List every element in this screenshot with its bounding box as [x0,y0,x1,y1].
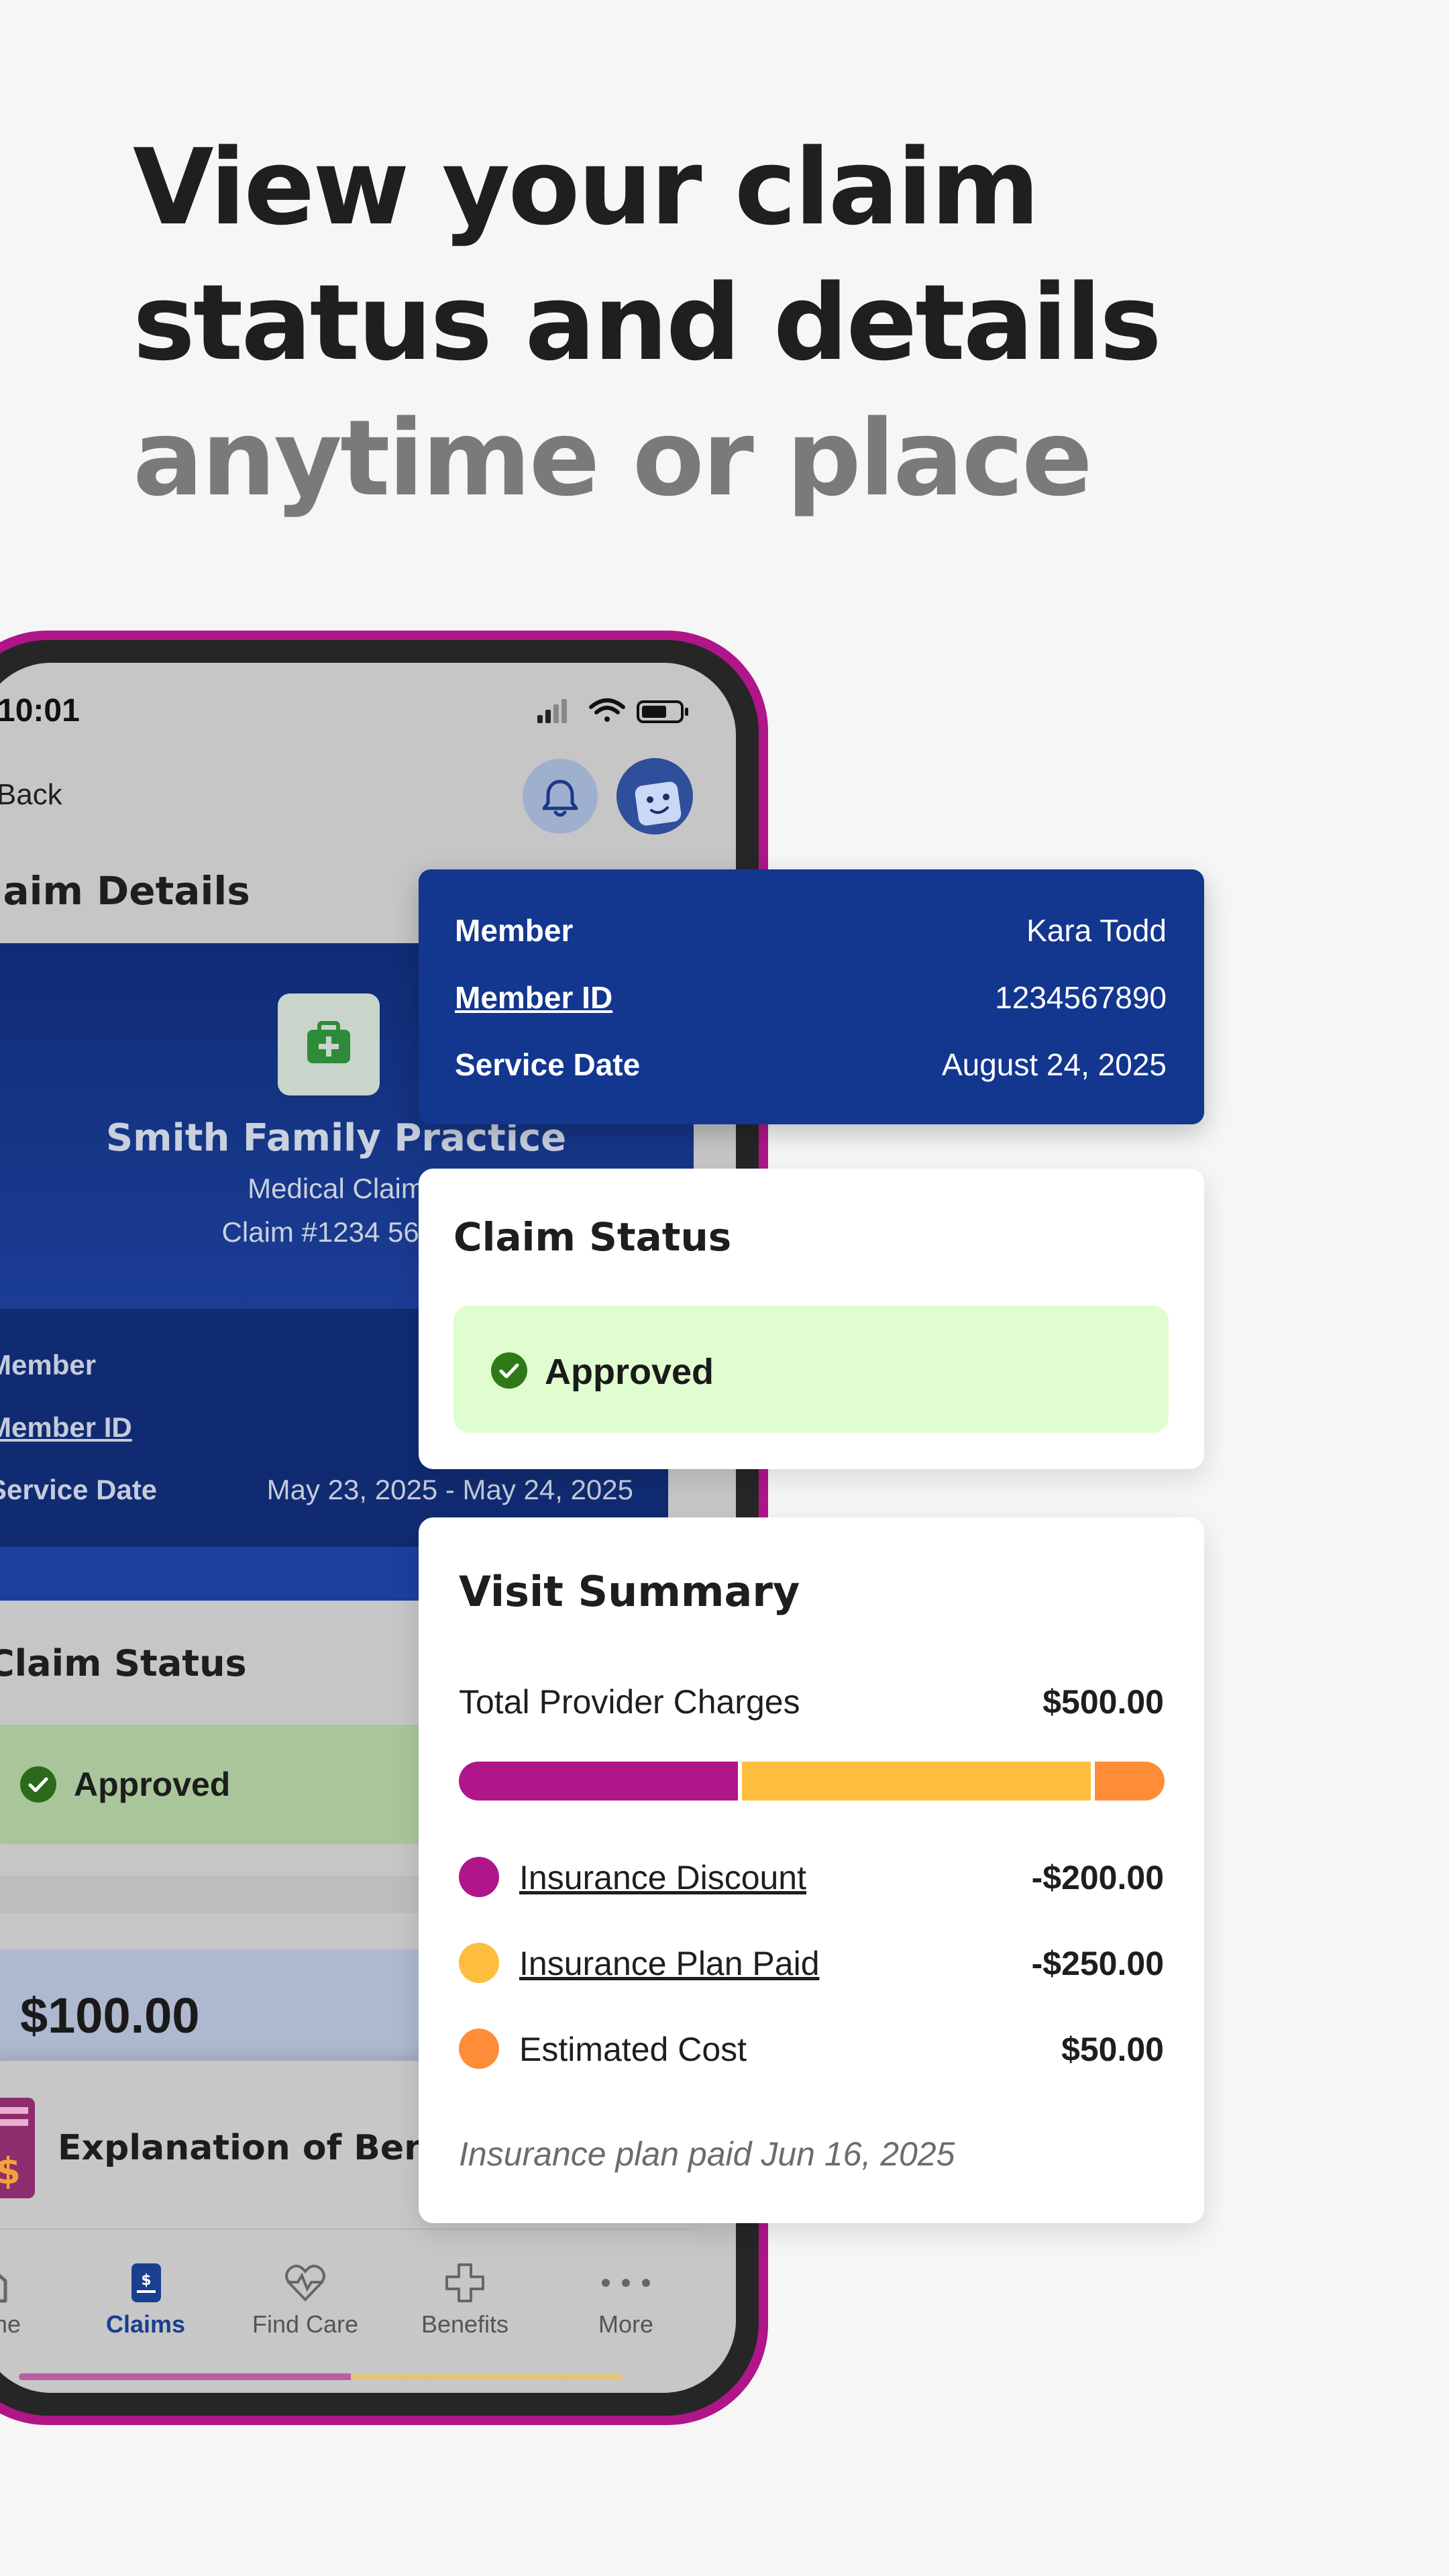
wifi-icon [589,698,625,722]
member-label: Member [0,1349,97,1381]
tab-benefits[interactable]: Benefits [398,2258,532,2339]
claim-status-text: Approved [74,1766,231,1803]
notifications-button[interactable] [523,759,598,834]
claim-status-text: Approved [545,1352,714,1392]
member-id-value: 1234567890 [995,980,1167,1015]
robot-face-icon [635,782,682,826]
member-id-link[interactable]: Member ID [0,1411,132,1443]
claims-icon: $ [131,2263,161,2302]
estimated-cost-value: $50.00 [1061,2031,1164,2068]
legend-dot [459,1857,499,1897]
breakdown-item-estimated-cost: Estimated Cost $50.00 [459,2027,1164,2070]
more-icon [602,2279,650,2287]
plan-paid-value: -$250.00 [1031,1945,1164,1982]
visit-summary-title: Visit Summary [459,1567,800,1616]
plan-paid-link[interactable]: Insurance Plan Paid [519,1945,820,1982]
service-date-value: May 23, 2025 - May 24, 2025 [266,1474,633,1505]
document-dollar-icon: $ [0,2098,35,2198]
home-indicator [19,2373,623,2380]
bar-gap [738,1762,742,1801]
home-icon [0,2273,7,2303]
total-charges-label: Total Provider Charges [459,1683,800,1721]
tab-label: Claims [105,2310,186,2338]
claim-status-card: Claim Status Approved [419,1169,1204,1469]
tab-label: More [598,2310,654,2338]
bar-segment [459,1762,738,1801]
status-bar-time: 10:01 [0,693,80,729]
member-row: Member Kara Todd [455,912,1167,950]
member-id-link[interactable]: Member ID [455,980,613,1015]
status-bar-icons [537,698,688,723]
claim-status-title: Claim Status [453,1214,732,1260]
claim-number: Claim #1234 5678 [221,1216,451,1248]
svg-text:$: $ [141,2272,151,2289]
tab-label: Find Care [252,2310,359,2338]
estimated-cost-label: Estimated Cost [519,2031,747,2068]
avatar[interactable] [616,758,693,835]
breakdown-item-insurance-discount: Insurance Discount -$200.00 [459,1856,1164,1898]
legend-dot [459,2029,499,2069]
tab-label: Benefits [421,2310,509,2338]
back-button[interactable]: ‹ Back [0,778,62,811]
bar-segment [1095,1762,1165,1801]
member-label: Member [455,913,574,948]
service-date-label: Service Date [0,1474,158,1505]
tab-find-care[interactable]: Find Care [238,2258,372,2339]
cost-breakdown-bar [459,1762,1165,1801]
claim-status-title: Claim Status [0,1642,247,1684]
headline-line-2: status and details [133,262,1162,384]
visit-summary-card: Visit Summary Total Provider Charges $50… [419,1517,1204,2223]
check-circle-icon [20,1766,56,1803]
plan-paid-footnote: Insurance plan paid Jun 16, 2025 [459,2135,955,2173]
svg-text:$: $ [0,2150,21,2192]
plus-icon [445,2263,484,2302]
headline: View your claim status and details anyti… [133,119,1162,526]
claim-status-badge: Approved [453,1305,1169,1433]
bottom-tab-bar: Home $ Claims Find Care [0,2229,694,2391]
legend-dot [459,1943,499,1983]
tab-more[interactable]: More [559,2258,693,2339]
tab-label: Home [0,2310,21,2338]
bell-icon [542,780,578,817]
claim-type: Medical Claim [248,1173,425,1204]
provider-icon [278,994,380,1095]
service-date-row: Service Date August 24, 2025 [455,1046,1167,1084]
signal-icon [537,699,567,723]
member-value: Kara Todd [1026,913,1167,948]
tab-home[interactable]: Home [0,2258,56,2339]
member-card: Member Kara Todd Member ID 1234567890 Se… [419,869,1204,1124]
breakdown-item-plan-paid: Insurance Plan Paid -$250.00 [459,1941,1164,1984]
cost-amount: $100.00 [20,1988,200,2043]
insurance-discount-value: -$200.00 [1031,1859,1164,1896]
medical-kit-icon [307,1021,350,1063]
tab-claims[interactable]: $ Claims [78,2258,213,2339]
headline-line-1: View your claim [133,126,1040,248]
check-circle-icon [491,1352,527,1389]
heartbeat-icon [285,2264,325,2302]
member-id-row: Member ID 1234567890 [455,979,1167,1017]
battery-icon [637,700,688,723]
service-date-value: August 24, 2025 [941,1047,1167,1082]
headline-line-3: anytime or place [133,397,1093,519]
total-charges-value: $500.00 [1042,1683,1164,1721]
bar-gap [1091,1762,1095,1801]
page-title: Claim Details [0,868,250,914]
insurance-discount-link[interactable]: Insurance Discount [519,1859,807,1896]
service-date-label: Service Date [455,1047,641,1082]
bar-segment [742,1762,1091,1801]
